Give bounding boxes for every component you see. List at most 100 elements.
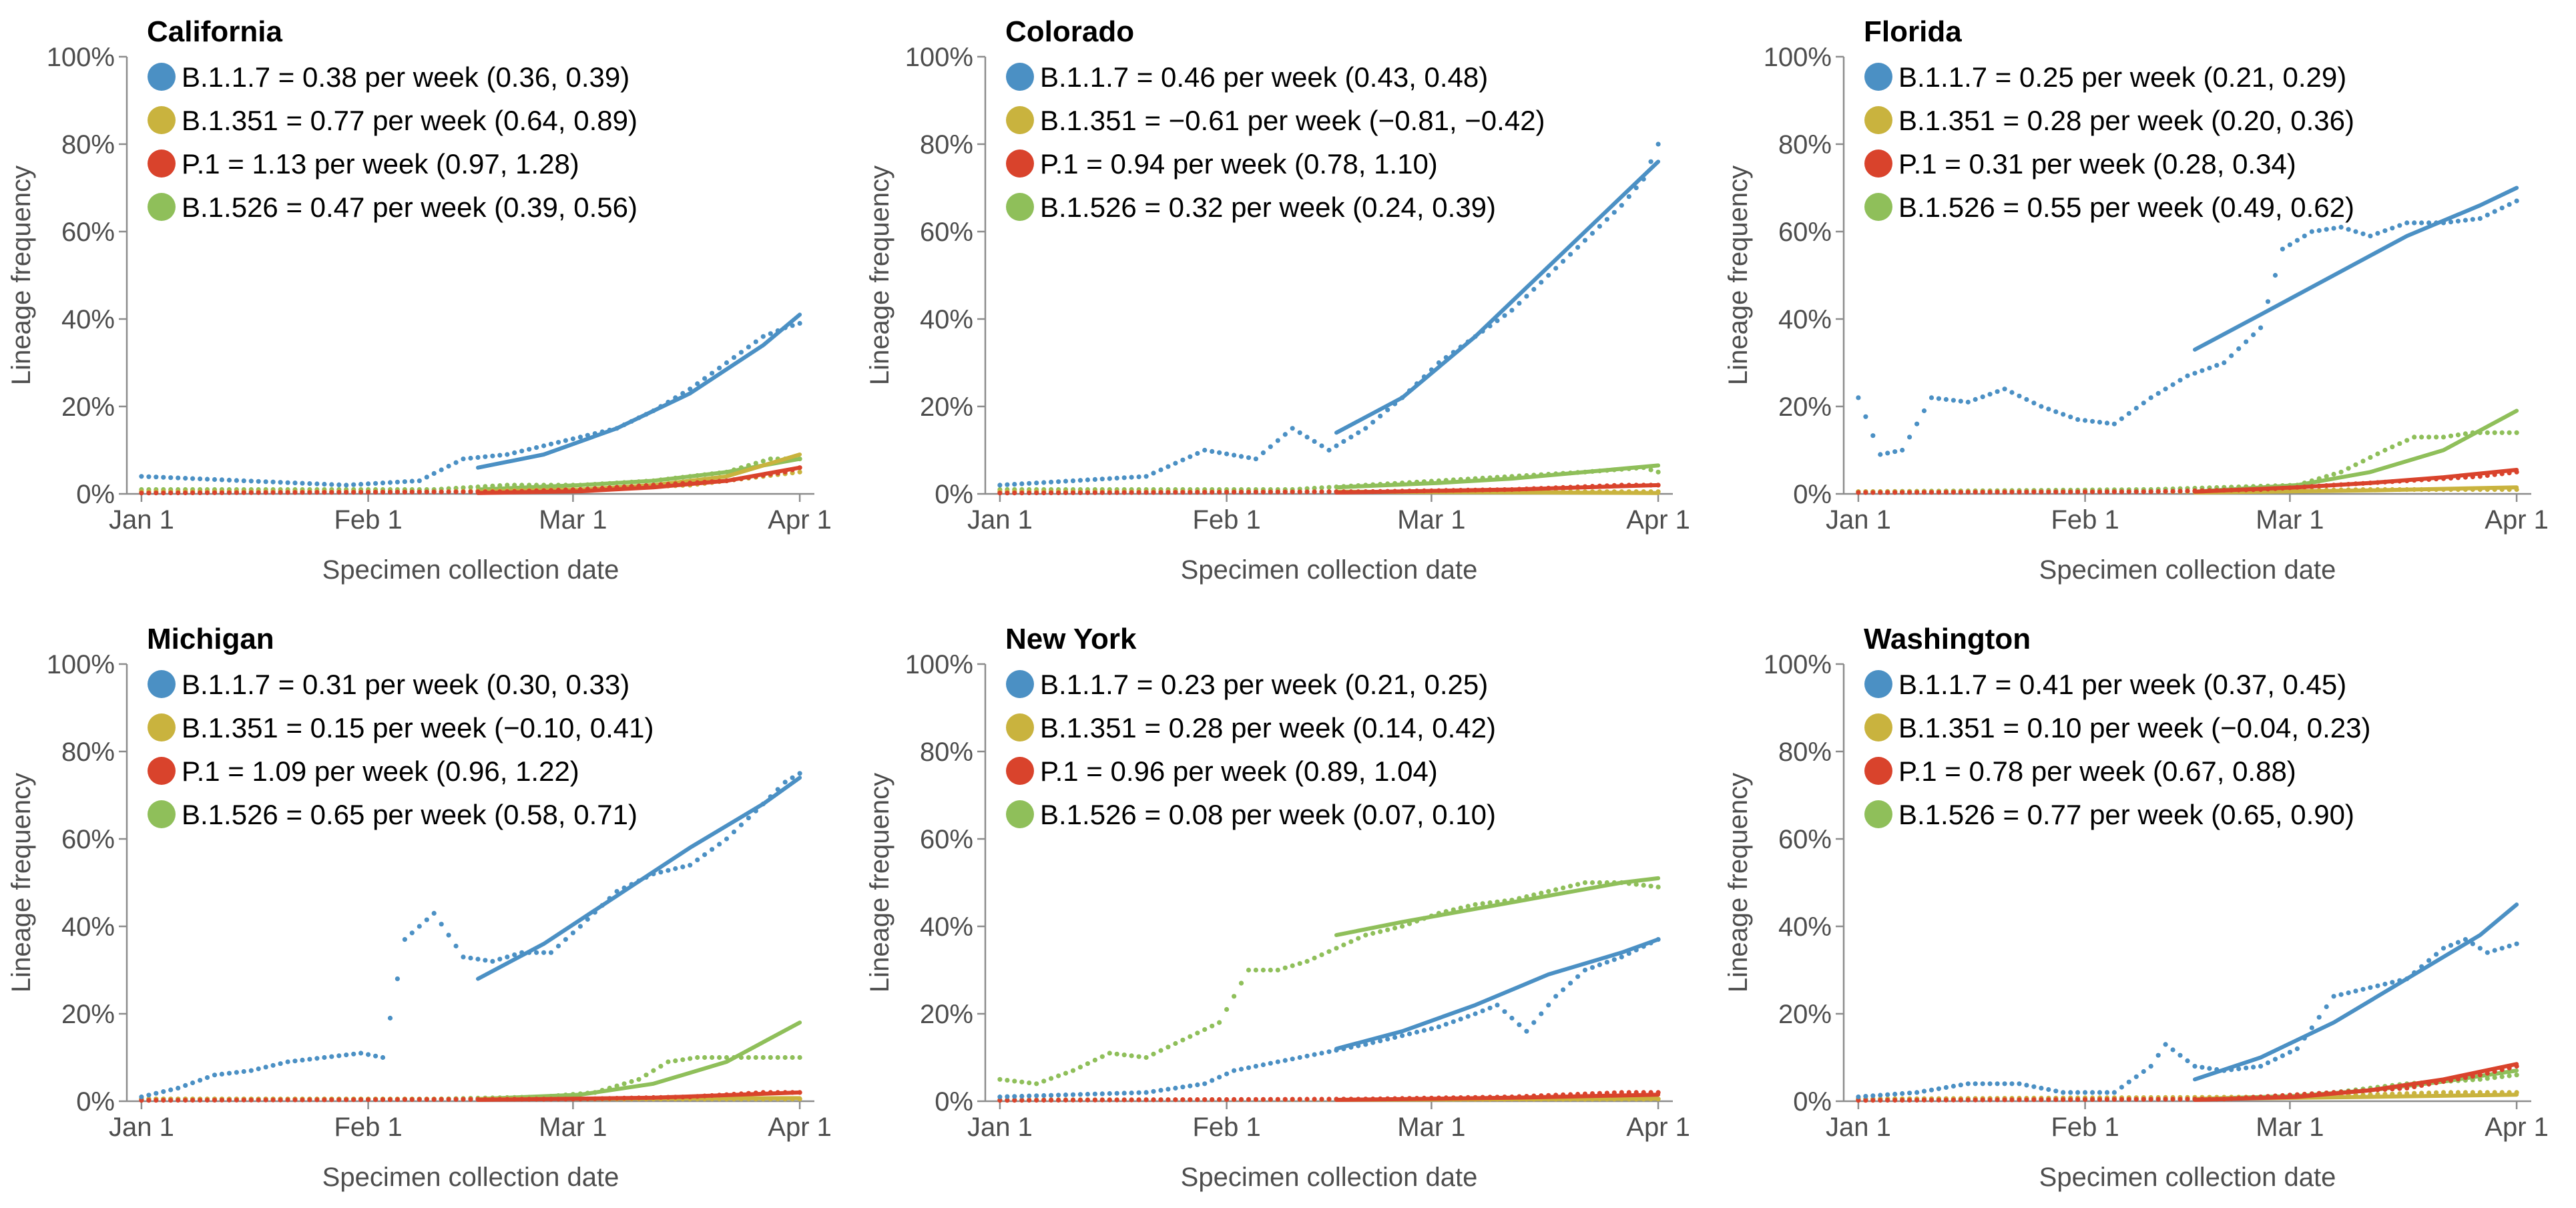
data-point-b-1-1-7 [1980, 394, 1985, 400]
data-point-b-1-526 [797, 1054, 802, 1061]
panel-michigan: 0% 20% 40% 60% 80% 100% Jan 1 Feb 1 Mar 1 Apr 1 Sp… [0, 607, 858, 1208]
data-point-p-1 [1188, 490, 1193, 495]
data-point-b-1-526 [1275, 967, 1280, 973]
data-point-b-1-1-7 [1524, 294, 1529, 299]
legend-swatch-b-1-351 [1864, 713, 1892, 741]
data-point-b-1-1-7 [424, 917, 429, 922]
panel-florida: 0% 20% 40% 60% 80% 100% Jan 1 Feb 1 Mar 1 Apr 1 Sp… [1717, 0, 2575, 601]
data-point-b-1-1-7 [307, 481, 312, 487]
data-point-b-1-1-7 [1458, 1016, 1463, 1022]
legend-label-b-1-526: B.1.526 = 0.77 per week (0.65, 0.90) [1898, 799, 2354, 830]
data-point-p-1 [1056, 490, 1061, 496]
data-point-b-1-1-7 [336, 1053, 342, 1059]
data-point-b-1-1-7 [285, 1059, 290, 1065]
data-point-p-1 [234, 490, 239, 495]
data-point-b-1-1-7 [1312, 438, 1317, 444]
data-point-b-1-526 [695, 1054, 700, 1061]
data-point-p-1 [1143, 490, 1149, 495]
legend-swatch-p-1 [1864, 757, 1892, 785]
data-point-b-1-1-7 [2514, 941, 2519, 946]
data-point-b-1-1-7 [176, 1085, 181, 1091]
data-point-p-1 [2083, 1097, 2088, 1103]
data-point-p-1 [1995, 1097, 2000, 1103]
data-point-b-1-1-7 [1232, 452, 1237, 458]
data-point-b-1-526 [1173, 1040, 1178, 1046]
data-point-p-1 [2133, 1097, 2139, 1102]
data-point-b-1-1-7 [1114, 475, 1119, 481]
data-point-p-1 [168, 490, 174, 496]
data-point-b-1-1-7 [1619, 203, 1624, 208]
data-point-b-1-1-7 [1582, 238, 1588, 243]
data-point-b-1-526 [2404, 438, 2410, 443]
data-point-b-1-526 [1392, 926, 1398, 931]
panel-title: Florida [1864, 15, 1962, 48]
data-point-p-1 [263, 490, 268, 495]
data-point-p-1 [395, 1097, 401, 1103]
data-point-b-1-526 [1166, 1044, 1171, 1050]
data-point-p-1 [1034, 490, 1039, 496]
data-point-p-1 [1027, 490, 1032, 496]
data-point-p-1 [402, 489, 408, 495]
data-point-b-1-1-7 [505, 954, 510, 960]
data-point-b-1-1-7 [2083, 1090, 2088, 1095]
data-point-p-1 [1210, 1097, 1215, 1103]
data-point-b-1-1-7 [512, 450, 517, 456]
data-point-b-1-1-7 [2463, 937, 2468, 942]
data-point-b-1-526 [2507, 1073, 2512, 1079]
data-point-b-1-1-7 [2039, 404, 2044, 409]
data-point-p-1 [285, 490, 290, 495]
data-point-b-1-1-7 [2265, 1060, 2271, 1065]
data-point-b-1-1-7 [2287, 1050, 2292, 1055]
data-point-p-1 [997, 491, 1003, 496]
data-point-p-1 [344, 490, 349, 495]
data-point-p-1 [1232, 489, 1237, 495]
data-point-b-1-1-7 [1202, 447, 1208, 453]
data-point-b-1-1-7 [527, 446, 532, 452]
data-point-p-1 [1973, 1097, 1978, 1103]
series-b-1-1-7 [997, 141, 1661, 488]
data-point-p-1 [183, 1097, 188, 1103]
data-point-b-1-1-7 [695, 857, 700, 862]
data-point-b-1-1-7 [1370, 420, 1376, 425]
data-point-b-1-1-7 [673, 866, 678, 872]
data-point-b-1-1-7 [2258, 325, 2264, 330]
panel-colorado: 0% 20% 40% 60% 80% 100% Jan 1 Feb 1 Mar 1 Apr 1 Sp… [858, 0, 1717, 601]
x-tick-label: Mar 1 [1397, 1113, 1465, 1142]
data-point-b-1-1-7 [1085, 1091, 1090, 1097]
y-tick-label: 100% [905, 650, 973, 679]
data-point-b-1-526 [1012, 1079, 1017, 1084]
series-p-1 [997, 483, 1661, 496]
x-tick-label: Apr 1 [2485, 1113, 2549, 1142]
data-point-b-1-526 [2419, 434, 2424, 440]
data-point-b-1-1-7 [1312, 1052, 1317, 1057]
data-point-b-1-526 [2514, 1073, 2519, 1078]
data-point-p-1 [1326, 489, 1332, 495]
x-axis-label: Specimen collection date [1181, 555, 1478, 585]
data-point-p-1 [1863, 1098, 1868, 1103]
data-point-b-1-1-7 [2061, 412, 2066, 417]
data-point-b-1-526 [1129, 1053, 1134, 1059]
data-point-b-1-1-7 [2075, 1090, 2081, 1095]
data-point-b-1-526 [1260, 967, 1266, 973]
data-point-b-1-1-7 [1034, 1093, 1039, 1099]
data-point-b-1-526 [2440, 434, 2446, 440]
y-tick-label: 80% [1778, 737, 1832, 767]
data-point-p-1 [409, 1097, 415, 1103]
data-point-p-1 [1928, 490, 1935, 495]
data-point-b-1-1-7 [468, 455, 473, 461]
data-point-b-1-1-7 [1260, 1062, 1266, 1067]
data-point-b-1-1-7 [402, 479, 408, 485]
data-point-p-1 [1019, 491, 1025, 496]
fit-line-b-1-1-7 [476, 312, 802, 470]
data-point-b-1-1-7 [1907, 1091, 1912, 1096]
data-point-b-1-1-7 [380, 481, 386, 486]
data-point-p-1 [329, 1097, 334, 1103]
data-point-b-1-1-7 [2031, 400, 2037, 406]
data-point-b-1-526 [1210, 1023, 1215, 1028]
data-point-b-1-526 [760, 459, 766, 464]
data-point-p-1 [1143, 1097, 1149, 1103]
panel-washington: 0% 20% 40% 60% 80% 100% Jan 1 Feb 1 Mar 1 Apr 1 Sp… [1717, 607, 2575, 1208]
data-point-p-1 [154, 1098, 159, 1103]
y-tick-label: 100% [47, 43, 115, 72]
data-point-b-1-1-7 [461, 457, 466, 462]
